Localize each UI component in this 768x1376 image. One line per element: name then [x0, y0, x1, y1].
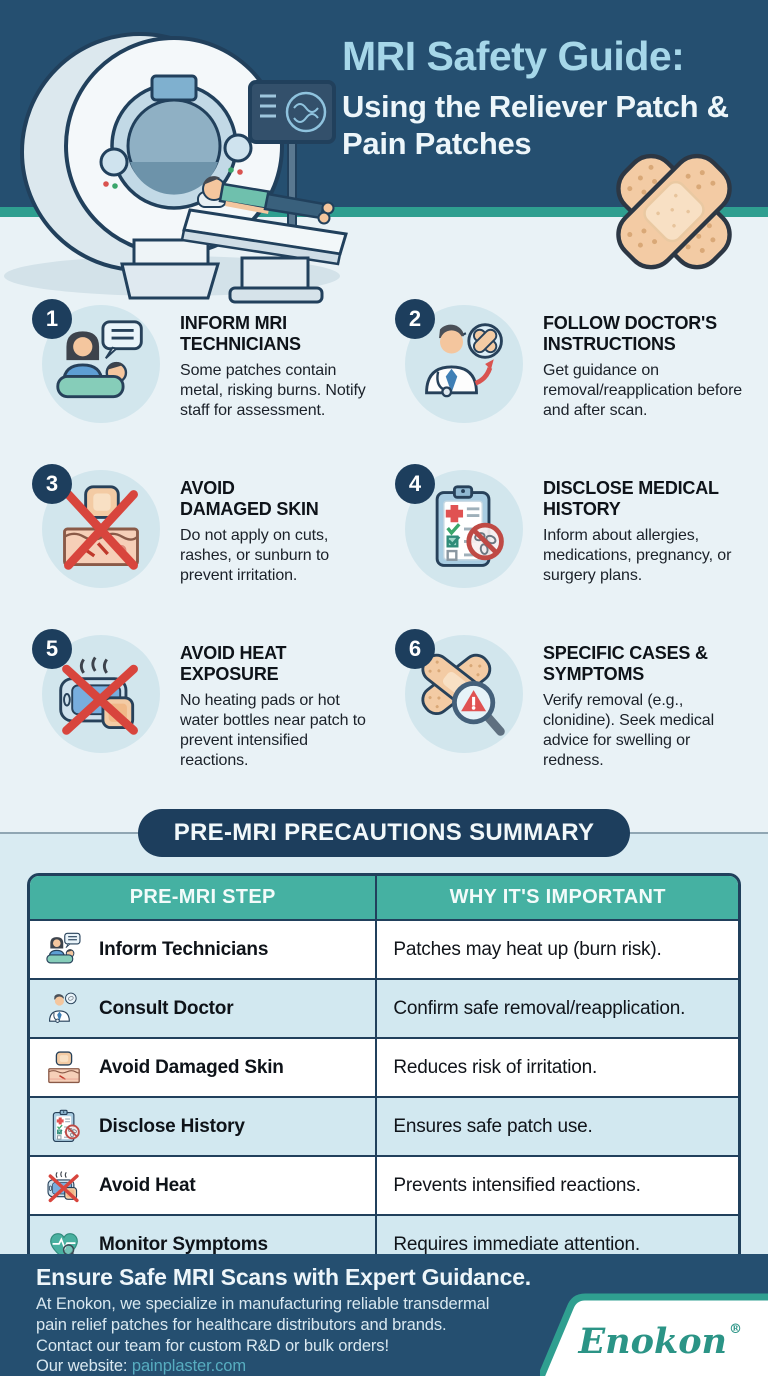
- safety-item-1: 1 INFORM MRI TECHNICIANS Some patches con…: [32, 299, 377, 450]
- teal-divider-band: [0, 207, 768, 217]
- item-description: No heating pads or hot water bottles nea…: [180, 692, 366, 769]
- why-text: Patches may heat up (burn risk).: [375, 919, 738, 980]
- item-title: DISCLOSE MEDICAL HISTORY: [543, 478, 719, 520]
- step-label: Inform Technicians: [99, 938, 269, 960]
- item-title: INFORM MRI TECHNICIANS: [180, 313, 301, 355]
- item-number-badge: 3: [32, 464, 72, 504]
- safety-items-section: 1 INFORM MRI TECHNICIANS Some patches con…: [0, 217, 768, 832]
- website-link[interactable]: painplaster.com: [131, 1357, 246, 1376]
- brand-logo: Enokon ®: [578, 1321, 742, 1362]
- summary-table: PRE-MRI STEP WHY IT'S IMPORTANT Inform T…: [27, 873, 741, 1276]
- registered-mark: ®: [729, 1322, 742, 1337]
- items-grid: 1 INFORM MRI TECHNICIANS Some patches con…: [0, 217, 768, 780]
- why-text: Ensures safe patch use.: [375, 1096, 738, 1157]
- page-subtitle: Using the Reliever Patch & Pain Patches: [342, 89, 729, 161]
- mri-scanner-illustration: [4, 32, 348, 304]
- why-text: Reduces risk of irritation.: [375, 1037, 738, 1098]
- safety-item-2: 2 FOLLOW DOCTOR'S INSTRUCTIONS Get guidan…: [395, 299, 758, 450]
- item-title: AVOID HEAT EXPOSURE: [180, 643, 287, 685]
- item-number-badge: 6: [395, 629, 435, 669]
- summary-title-pill: PRE-MRI PRECAUTIONS SUMMARY: [137, 809, 631, 857]
- table-row: Consult Doctor Confirm safe removal/reap…: [30, 978, 738, 1039]
- heat-exposure-icon: [45, 1167, 83, 1205]
- footer-headline: Ensure Safe MRI Scans with Expert Guidan…: [36, 1264, 531, 1290]
- patch-skin-icon: [45, 1049, 83, 1087]
- medical-history-icon: [45, 1108, 83, 1146]
- summary-section: PRE-MRI PRECAUTIONS SUMMARY PRE-MRI STEP…: [0, 809, 768, 1276]
- table-row: Inform Technicians Patches may heat up (…: [30, 919, 738, 980]
- step-label: Consult Doctor: [99, 997, 234, 1019]
- step-label: Disclose History: [99, 1115, 245, 1137]
- footer: Ensure Safe MRI Scans with Expert Guidan…: [0, 1254, 768, 1376]
- step-label: Avoid Damaged Skin: [99, 1056, 284, 1078]
- item-title: SPECIFIC CASES & SYMPTOMS: [543, 643, 708, 685]
- item-number-badge: 5: [32, 629, 72, 669]
- item-description: Some patches contain metal, risking burn…: [180, 362, 366, 420]
- crossed-bandages-icon: [588, 148, 760, 298]
- item-number-badge: 4: [395, 464, 435, 504]
- why-text: Confirm safe removal/reapplication.: [375, 978, 738, 1039]
- why-text: Prevents intensified reactions.: [375, 1155, 738, 1216]
- safety-item-6: 6 SPECIFIC CASES & SYMPTOMS Verify remova…: [395, 629, 758, 780]
- item-number-badge: 2: [395, 299, 435, 339]
- website-label: Our website:: [36, 1357, 128, 1376]
- safety-item-4: 4 DISCLOSE MEDICAL HISTORY Inform about a…: [395, 464, 758, 615]
- table-row: Avoid Heat Prevents intensified reaction…: [30, 1155, 738, 1216]
- brand-logo-plate: Enokon ®: [540, 1292, 768, 1376]
- footer-body-line: pain relief patches for healthcare distr…: [36, 1315, 447, 1334]
- title-block: MRI Safety Guide: Using the Reliever Pat…: [342, 33, 760, 162]
- footer-text-block: Ensure Safe MRI Scans with Expert Guidan…: [36, 1264, 541, 1376]
- step-label: Monitor Symptoms: [99, 1233, 268, 1255]
- table-header-row: PRE-MRI STEP WHY IT'S IMPORTANT: [30, 876, 738, 921]
- item-description: Do not apply on cuts, rashes, or sunburn…: [180, 527, 330, 585]
- item-title: AVOID DAMAGED SKIN: [180, 478, 319, 520]
- footer-website-line: Our website: painplaster.com: [36, 1356, 541, 1376]
- table-row: Avoid Damaged Skin Reduces risk of irrit…: [30, 1037, 738, 1098]
- logo-plate-shape: [540, 1293, 768, 1376]
- item-description: Verify removal (e.g., clonidine). Seek m…: [543, 692, 715, 769]
- footer-body-line: Contact our team for custom R&D or bulk …: [36, 1336, 389, 1355]
- table-row: Disclose History Ensures safe patch use.: [30, 1096, 738, 1157]
- step-label: Avoid Heat: [99, 1174, 196, 1196]
- item-title: FOLLOW DOCTOR'S INSTRUCTIONS: [543, 313, 717, 355]
- column-header-why: WHY IT'S IMPORTANT: [375, 876, 738, 921]
- column-header-step: PRE-MRI STEP: [30, 876, 378, 921]
- item-description: Get guidance on removal/reapplication be…: [543, 362, 743, 420]
- safety-item-5: 5 AVOID HEAT EXPOSURE No heating pads or …: [32, 629, 377, 780]
- doctor-icon: [45, 990, 83, 1028]
- technician-patient-icon: [45, 931, 83, 969]
- footer-body-line: At Enokon, we specialize in manufacturin…: [36, 1295, 490, 1313]
- safety-item-3: 3 AVOID DAMAGED SKIN Do not apply on cuts…: [32, 464, 377, 615]
- item-description: Inform about allergies, medications, pre…: [543, 527, 732, 585]
- page-title: MRI Safety Guide:: [342, 33, 685, 79]
- item-number-badge: 1: [32, 299, 72, 339]
